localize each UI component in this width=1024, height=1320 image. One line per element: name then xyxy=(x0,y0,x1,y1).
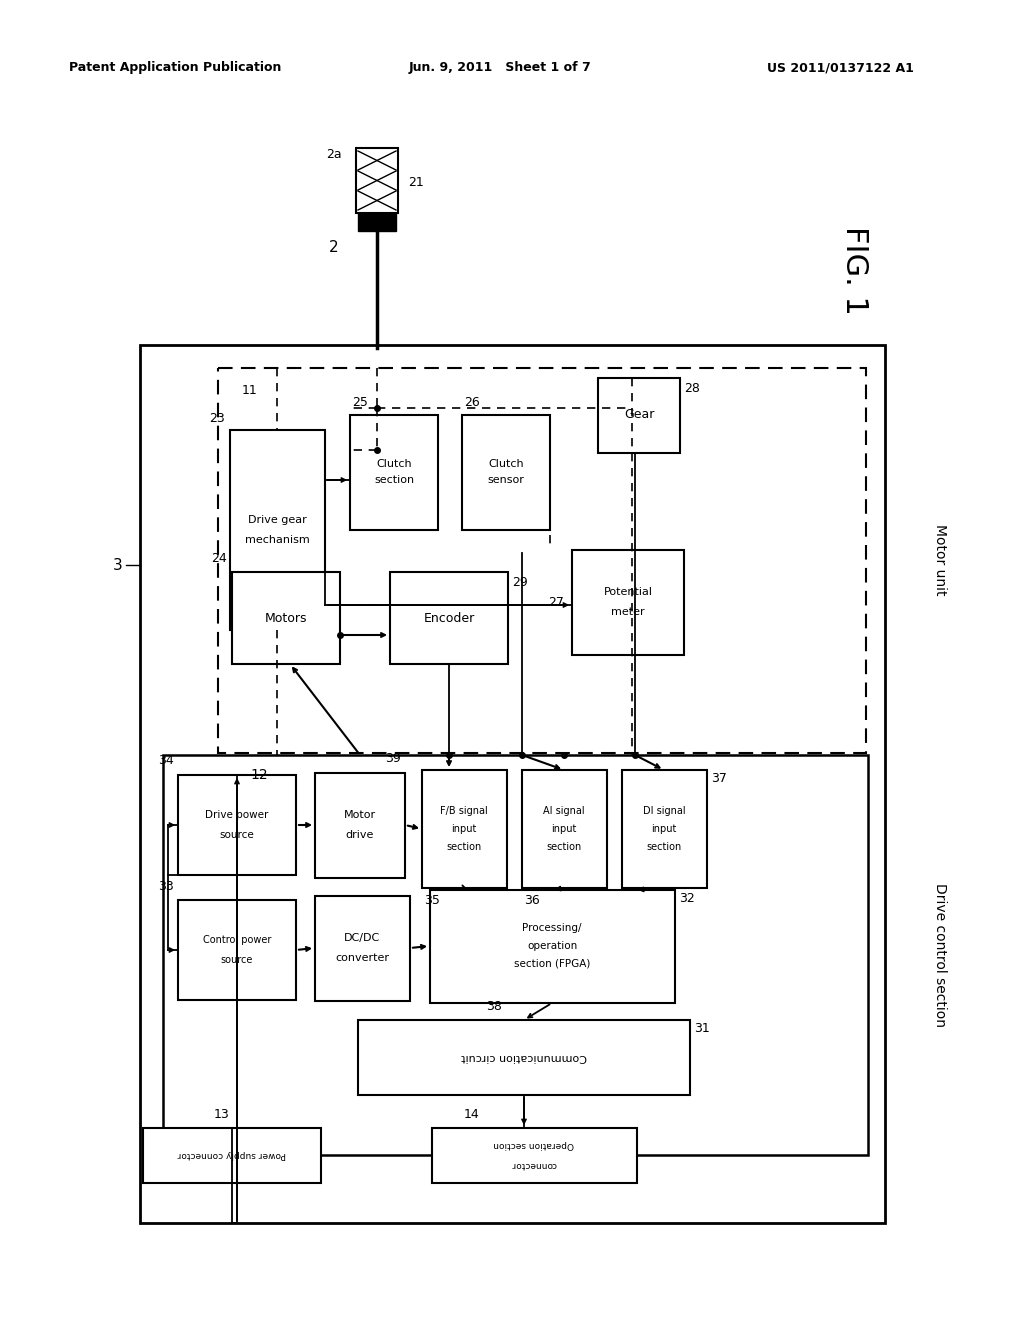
Text: 39: 39 xyxy=(385,752,401,766)
Bar xyxy=(218,368,866,752)
Text: 23: 23 xyxy=(209,412,225,425)
Text: 2: 2 xyxy=(329,240,338,256)
Text: 13: 13 xyxy=(214,1107,229,1121)
Text: 38: 38 xyxy=(486,999,502,1012)
Text: AI signal: AI signal xyxy=(543,807,585,816)
Text: mechanism: mechanism xyxy=(245,535,309,545)
Text: 14: 14 xyxy=(464,1107,480,1121)
Text: Processing/: Processing/ xyxy=(522,923,582,933)
Text: Control power: Control power xyxy=(203,935,271,945)
Text: connector: connector xyxy=(511,1160,557,1170)
Text: 28: 28 xyxy=(684,381,699,395)
Text: Gear: Gear xyxy=(624,408,654,421)
Text: drive: drive xyxy=(346,830,374,840)
Text: 25: 25 xyxy=(352,396,368,409)
Text: Clutch: Clutch xyxy=(376,459,412,469)
Bar xyxy=(163,755,868,1155)
Text: Communication circuit: Communication circuit xyxy=(461,1052,587,1063)
Bar xyxy=(356,148,398,213)
Text: Encoder: Encoder xyxy=(423,611,475,624)
Bar xyxy=(178,900,296,1001)
Text: Jun. 9, 2011   Sheet 1 of 7: Jun. 9, 2011 Sheet 1 of 7 xyxy=(409,62,592,74)
Text: section: section xyxy=(547,842,582,851)
Text: 11: 11 xyxy=(242,384,258,396)
Bar xyxy=(230,430,325,630)
Text: FIG. 1: FIG. 1 xyxy=(841,226,869,314)
Text: source: source xyxy=(219,830,254,840)
Text: 31: 31 xyxy=(694,1022,710,1035)
Bar xyxy=(140,345,885,1224)
Text: section: section xyxy=(374,475,414,484)
Text: 26: 26 xyxy=(464,396,480,409)
Text: source: source xyxy=(221,954,253,965)
Text: section: section xyxy=(446,842,481,851)
Text: 32: 32 xyxy=(679,891,694,904)
Text: DC/DC: DC/DC xyxy=(344,933,380,942)
Text: Operation section: Operation section xyxy=(494,1140,574,1150)
Bar xyxy=(390,572,508,664)
Text: Clutch: Clutch xyxy=(488,459,524,469)
Text: sensor: sensor xyxy=(487,475,524,484)
Text: Motors: Motors xyxy=(265,611,307,624)
Text: converter: converter xyxy=(335,953,389,964)
Bar xyxy=(358,213,396,231)
Text: Motor: Motor xyxy=(344,810,376,820)
Bar xyxy=(315,896,410,1001)
Text: 24: 24 xyxy=(211,552,227,565)
Bar xyxy=(422,770,507,888)
Text: section: section xyxy=(646,842,682,851)
Text: Drive gear: Drive gear xyxy=(248,515,306,525)
Bar xyxy=(432,1129,637,1183)
Bar xyxy=(232,572,340,664)
Text: input: input xyxy=(651,824,677,834)
Text: 33: 33 xyxy=(159,879,174,892)
Bar xyxy=(462,414,550,531)
Text: operation: operation xyxy=(527,941,578,950)
Bar xyxy=(572,550,684,655)
Bar xyxy=(315,774,406,878)
Text: Motor unit: Motor unit xyxy=(933,524,947,595)
Text: 3: 3 xyxy=(113,557,123,573)
Bar xyxy=(622,770,707,888)
Text: 35: 35 xyxy=(424,894,440,907)
Text: Drive power: Drive power xyxy=(206,810,268,820)
Text: 37: 37 xyxy=(711,771,727,784)
Text: 29: 29 xyxy=(512,576,527,589)
Bar xyxy=(522,770,607,888)
Text: DI signal: DI signal xyxy=(643,807,685,816)
Bar xyxy=(350,414,438,531)
Text: Patent Application Publication: Patent Application Publication xyxy=(69,62,282,74)
Text: 21: 21 xyxy=(408,176,424,189)
Text: Potential: Potential xyxy=(603,587,652,597)
Text: 36: 36 xyxy=(524,894,540,907)
Text: meter: meter xyxy=(611,607,645,616)
Text: Power supply connector: Power supply connector xyxy=(178,1151,286,1159)
Text: section (FPGA): section (FPGA) xyxy=(514,960,590,969)
Text: 12: 12 xyxy=(250,768,267,781)
Bar xyxy=(430,890,675,1003)
Text: 27: 27 xyxy=(548,595,564,609)
Bar xyxy=(358,1020,690,1096)
Bar xyxy=(178,775,296,875)
Text: Drive control section: Drive control section xyxy=(933,883,947,1027)
Bar xyxy=(598,378,680,453)
Text: 34: 34 xyxy=(159,755,174,767)
Text: US 2011/0137122 A1: US 2011/0137122 A1 xyxy=(767,62,913,74)
Text: 2a: 2a xyxy=(327,148,342,161)
Text: input: input xyxy=(452,824,477,834)
Text: input: input xyxy=(551,824,577,834)
Bar xyxy=(143,1129,321,1183)
Text: F/B signal: F/B signal xyxy=(440,807,487,816)
